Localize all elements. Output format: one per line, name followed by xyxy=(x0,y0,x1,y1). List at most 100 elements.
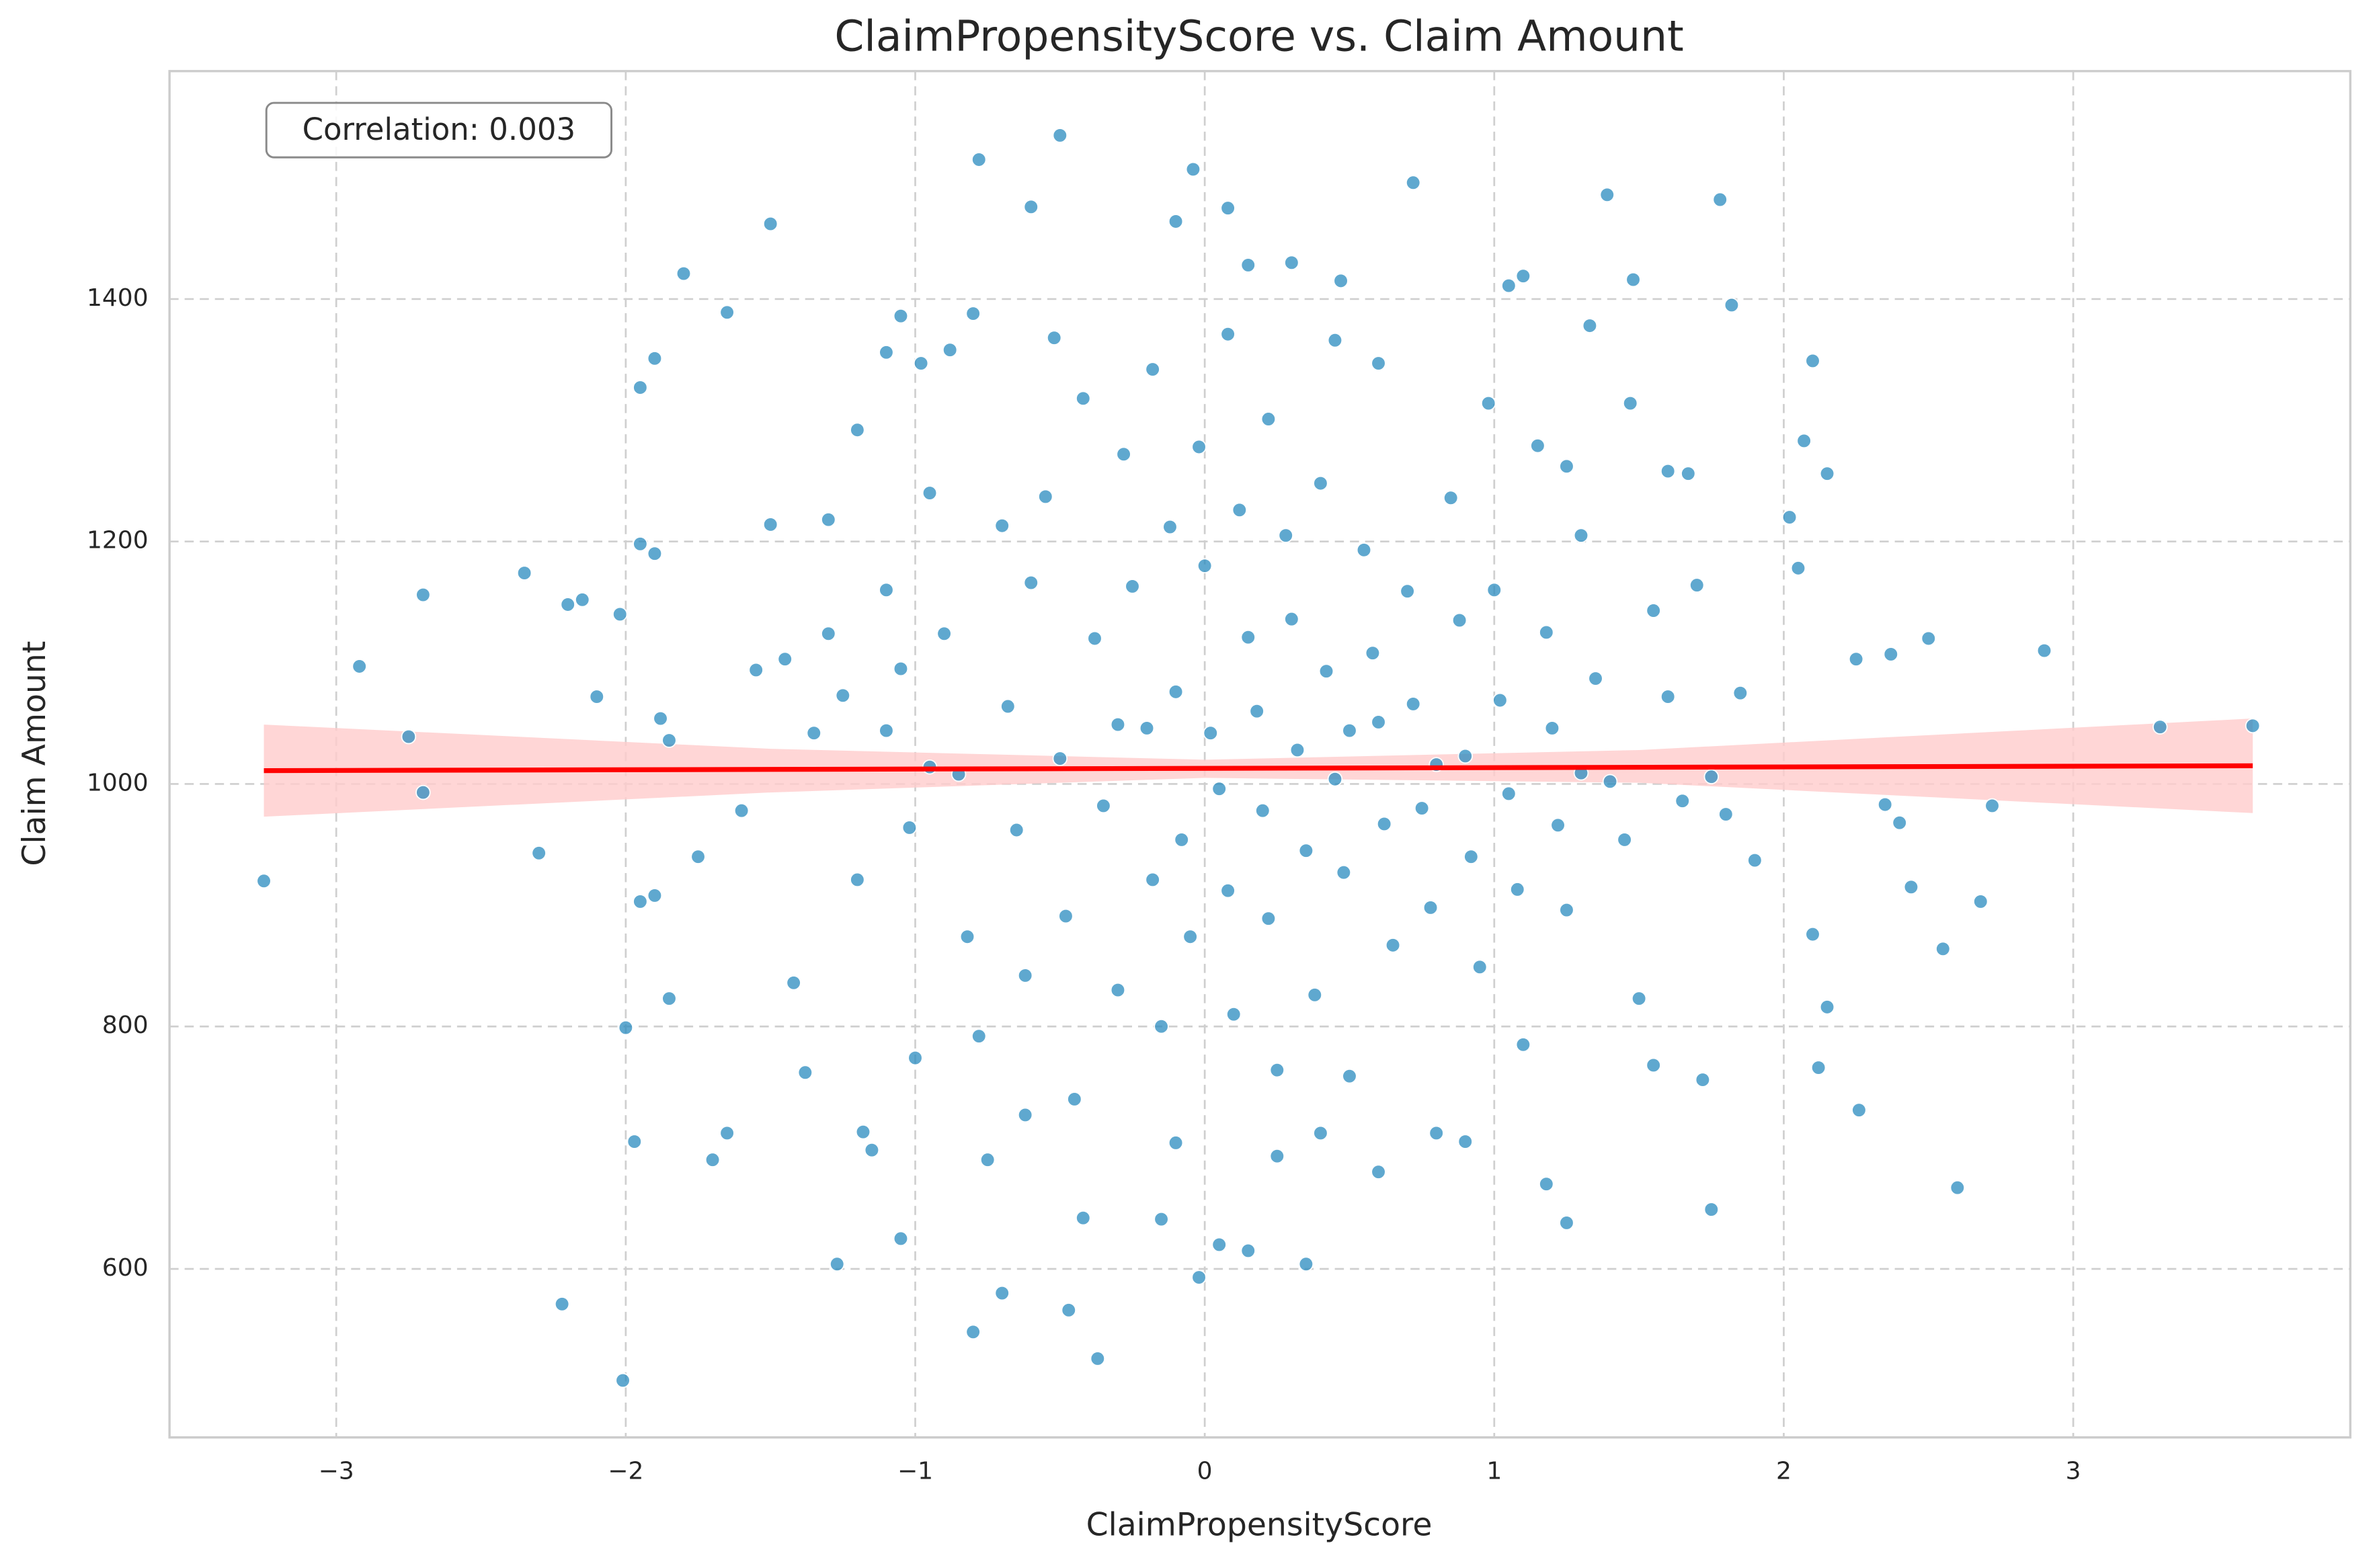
y-tick-label: 1200 xyxy=(87,527,149,554)
point xyxy=(762,517,778,532)
point xyxy=(1240,1243,1256,1259)
point xyxy=(821,626,836,642)
x-tick-label: −2 xyxy=(608,1457,643,1485)
point xyxy=(1501,786,1517,802)
point xyxy=(1232,502,1248,518)
point xyxy=(1376,816,1392,832)
point xyxy=(850,422,865,438)
point xyxy=(1550,817,1566,833)
point xyxy=(661,733,677,748)
annotation: Correlation: 0.003 xyxy=(303,112,576,147)
point xyxy=(1451,612,1467,628)
point xyxy=(942,342,958,358)
point xyxy=(719,304,735,321)
point xyxy=(1211,781,1227,796)
point xyxy=(1139,720,1155,736)
point xyxy=(1515,1037,1531,1053)
y-tick-label: 1400 xyxy=(87,284,149,312)
point xyxy=(1240,257,1256,273)
point xyxy=(1588,671,1603,686)
point xyxy=(627,1134,643,1149)
point xyxy=(1405,175,1421,191)
point xyxy=(1703,769,1720,784)
point xyxy=(1110,716,1126,733)
point xyxy=(612,606,628,622)
point xyxy=(2036,643,2052,659)
point xyxy=(647,888,663,903)
point xyxy=(415,784,431,800)
point xyxy=(1559,902,1574,918)
x-tick-label: −3 xyxy=(319,1457,354,1485)
point xyxy=(913,356,929,371)
point xyxy=(1220,200,1236,216)
point xyxy=(1486,582,1502,598)
point xyxy=(1539,1176,1554,1192)
point xyxy=(797,1065,813,1081)
point xyxy=(1617,832,1632,848)
point xyxy=(1162,519,1178,535)
point xyxy=(922,485,938,501)
point xyxy=(1712,192,1728,208)
y-tick-label: 800 xyxy=(102,1012,149,1039)
point xyxy=(1145,362,1160,377)
point xyxy=(1472,959,1488,975)
point xyxy=(1819,999,1835,1015)
point xyxy=(1260,911,1277,926)
point xyxy=(1973,894,1988,909)
point xyxy=(1284,255,1299,271)
point xyxy=(1067,1091,1082,1107)
point xyxy=(1336,864,1352,880)
point xyxy=(1646,603,1661,618)
point xyxy=(690,849,706,864)
point xyxy=(1313,1125,1328,1141)
point xyxy=(1174,832,1189,848)
point xyxy=(1883,647,1899,662)
point xyxy=(1573,528,1589,543)
point xyxy=(1463,849,1479,864)
point xyxy=(1307,987,1323,1003)
point xyxy=(733,802,750,819)
point xyxy=(1660,689,1676,704)
point xyxy=(1810,1060,1826,1075)
point xyxy=(1110,982,1126,998)
point xyxy=(1582,318,1598,333)
point xyxy=(1023,575,1039,591)
point xyxy=(516,565,532,581)
point xyxy=(908,1050,923,1066)
point xyxy=(401,729,417,745)
point xyxy=(1356,542,1372,558)
point xyxy=(1154,1211,1169,1227)
point xyxy=(1191,439,1207,455)
point xyxy=(647,351,663,366)
point xyxy=(1559,1215,1574,1231)
point xyxy=(352,659,367,674)
point xyxy=(965,306,981,321)
point xyxy=(1240,629,1256,645)
point xyxy=(1530,438,1545,454)
point xyxy=(1819,466,1835,481)
point xyxy=(1087,630,1102,647)
point xyxy=(777,651,793,667)
point xyxy=(1681,466,1696,481)
point xyxy=(1225,1006,1242,1022)
point xyxy=(1443,490,1459,506)
point xyxy=(1631,991,1647,1006)
point xyxy=(1191,1270,1207,1285)
point xyxy=(647,546,663,561)
point xyxy=(415,587,431,603)
point xyxy=(1255,802,1271,819)
point xyxy=(1457,748,1473,764)
point xyxy=(893,308,909,324)
point xyxy=(1689,577,1705,593)
point xyxy=(786,975,801,991)
point xyxy=(1096,798,1111,814)
point xyxy=(1509,882,1525,897)
point xyxy=(1052,751,1068,766)
point xyxy=(1602,774,1618,790)
point xyxy=(850,872,865,888)
point xyxy=(256,873,272,889)
point xyxy=(1747,852,1763,868)
point xyxy=(806,725,822,741)
